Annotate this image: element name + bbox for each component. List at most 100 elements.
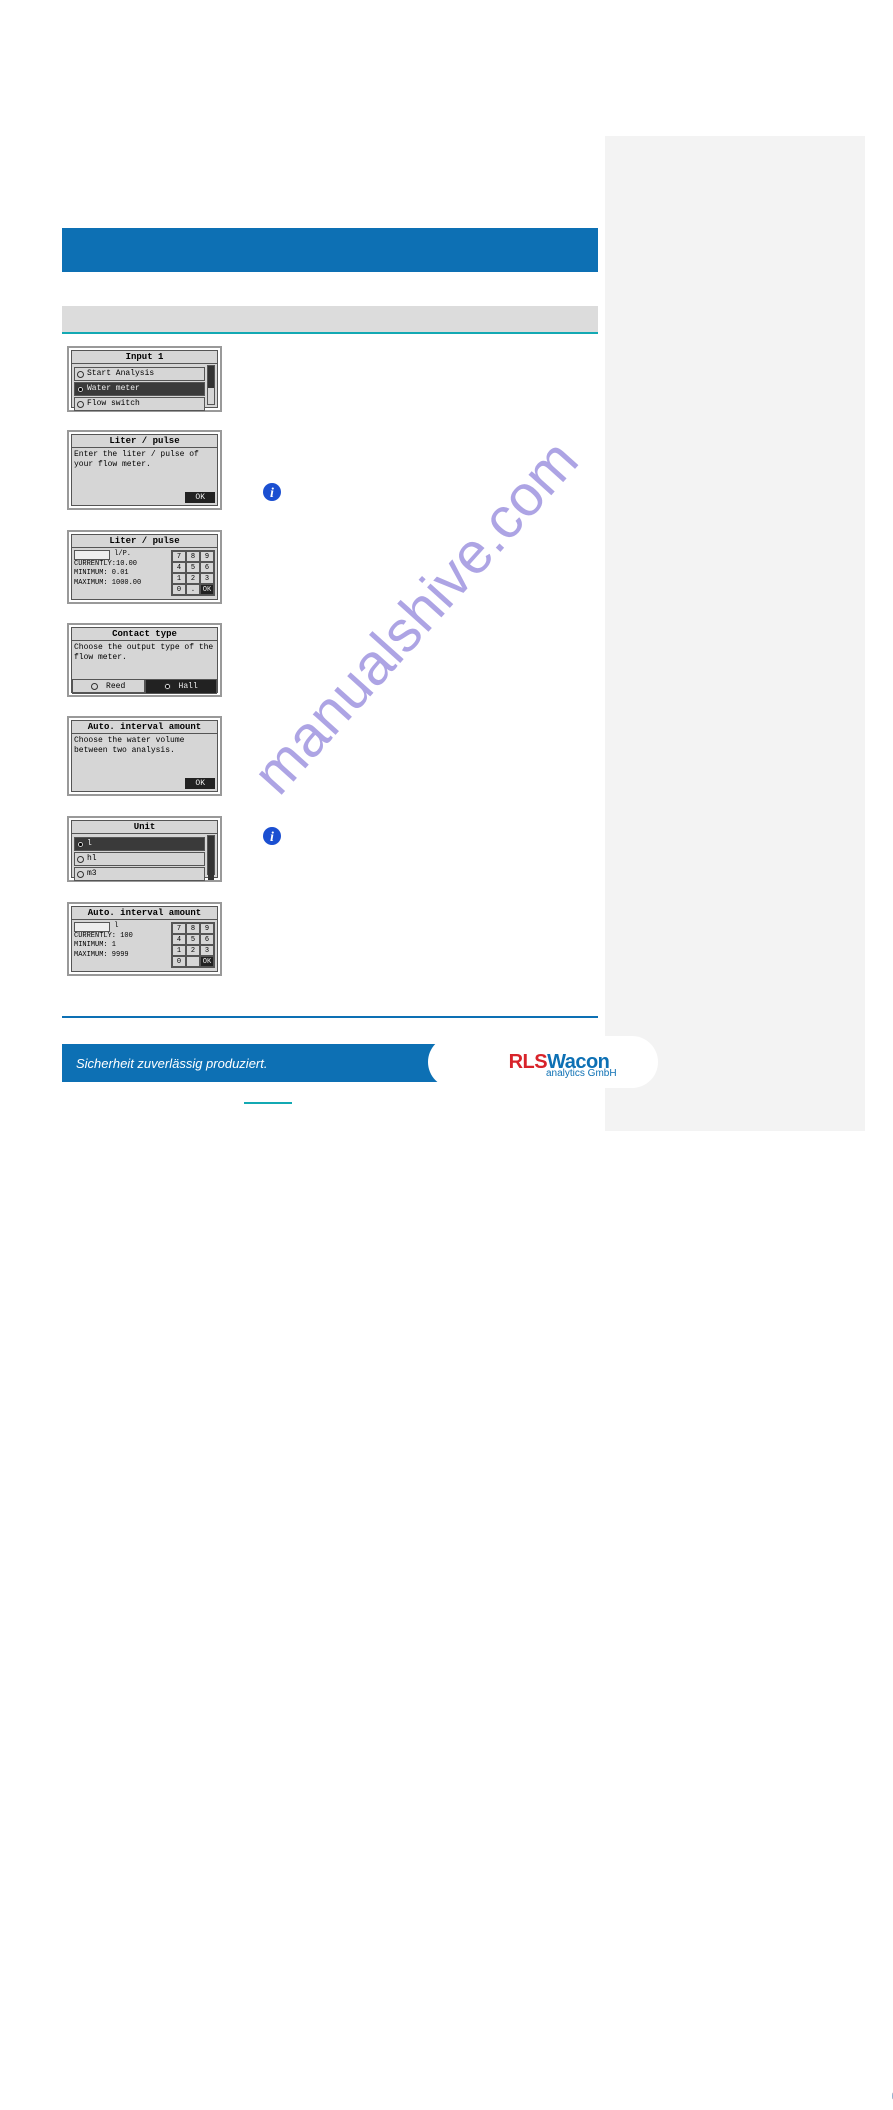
- footer-slogan: Sicherheit zuverlässig produziert.: [76, 1056, 267, 1071]
- screen-title: Input 1: [72, 351, 217, 364]
- scroll-thumb[interactable]: [208, 366, 214, 388]
- list-item-label: Flow switch: [87, 399, 140, 409]
- key-7[interactable]: 7: [172, 551, 186, 562]
- list-item-label: hl: [87, 854, 97, 864]
- info-icon: i: [262, 826, 282, 846]
- key-0[interactable]: 0: [172, 584, 186, 595]
- screen-auto-interval-keypad: Auto. interval amount l CURRENTLY: 100MIN…: [67, 902, 222, 976]
- screen-title: Auto. interval amount: [72, 907, 217, 920]
- right-column: [605, 136, 865, 1131]
- radio-icon: [77, 371, 84, 378]
- scrollbar[interactable]: [207, 365, 215, 405]
- range-line: CURRENTLY:10.00: [74, 560, 137, 568]
- key-4[interactable]: 4: [172, 562, 186, 573]
- logo-subtitle: analytics GmbH: [546, 1068, 617, 1079]
- scroll-thumb[interactable]: [208, 836, 214, 880]
- key-9[interactable]: 9: [200, 551, 214, 562]
- contact-label: Hall: [179, 682, 198, 691]
- radio-icon: [77, 856, 84, 863]
- key-OK[interactable]: OK: [200, 584, 214, 595]
- list-item[interactable]: hl: [74, 852, 205, 866]
- key-6[interactable]: 6: [200, 934, 214, 945]
- radio-icon: [164, 683, 171, 690]
- ok-button[interactable]: OK: [185, 778, 215, 789]
- key-OK[interactable]: OK: [200, 956, 214, 967]
- footer-bar: Sicherheit zuverlässig produziert.: [62, 1044, 462, 1082]
- page-underline: [244, 1102, 292, 1104]
- key-5[interactable]: 5: [186, 934, 200, 945]
- list-item-label: Start Analysis: [87, 369, 154, 379]
- contact-option[interactable]: Hall: [145, 679, 218, 694]
- key-3[interactable]: 3: [200, 573, 214, 584]
- list-item[interactable]: m3: [74, 867, 205, 881]
- screen-title: Contact type: [72, 628, 217, 641]
- radio-icon: [77, 841, 84, 848]
- key-1[interactable]: 1: [172, 573, 186, 584]
- key-7[interactable]: 7: [172, 923, 186, 934]
- screen-title: Liter / pulse: [72, 435, 217, 448]
- key-1[interactable]: 1: [172, 945, 186, 956]
- key-2[interactable]: 2: [186, 573, 200, 584]
- key-4[interactable]: 4: [172, 934, 186, 945]
- screen-unit: Unit l hl m3: [67, 816, 222, 882]
- list-item-label: m3: [87, 869, 97, 879]
- contact-label: Reed: [106, 682, 125, 691]
- keypad-info: l CURRENTLY: 100MINIMUM: 1 MAXIMUM: 9999: [74, 922, 171, 968]
- list-item[interactable]: l: [74, 837, 205, 851]
- keypad-info: l/P. CURRENTLY:10.00MINIMUM: 0.01 MAXIMUM:…: [74, 550, 171, 596]
- key-blank[interactable]: [186, 956, 200, 967]
- radio-icon: [91, 683, 98, 690]
- range-line: MAXIMUM: 9999: [74, 951, 129, 959]
- key-8[interactable]: 8: [186, 551, 200, 562]
- list-item[interactable]: Water meter: [74, 382, 205, 396]
- list-item[interactable]: Start Analysis: [74, 367, 205, 381]
- subheader-bar: [62, 306, 598, 334]
- screen-contact-type: Contact typeChoose the output type of th…: [67, 623, 222, 697]
- message-text: Enter the liter / pulse of your flow met…: [72, 448, 217, 472]
- contact-option[interactable]: Reed: [72, 679, 145, 694]
- list-item-label: Water meter: [87, 384, 140, 394]
- screen-liter-pulse-keypad: Liter / pulse l/P. CURRENTLY:10.00MINIMUM…: [67, 530, 222, 604]
- range-line: MAXIMUM: 1000.00: [74, 579, 141, 587]
- input-field[interactable]: [74, 550, 110, 560]
- logo-rls: RLS: [509, 1051, 548, 1073]
- range-line: MINIMUM: 0.01: [74, 569, 129, 577]
- svg-text:i: i: [270, 830, 274, 845]
- key-8[interactable]: 8: [186, 923, 200, 934]
- screen-title: Liter / pulse: [72, 535, 217, 548]
- screen-liter-pulse-msg: Liter / pulseEnter the liter / pulse of …: [67, 430, 222, 510]
- radio-icon: [77, 401, 84, 408]
- logo: RLSWacon: [440, 1036, 658, 1088]
- scrollbar[interactable]: [207, 835, 215, 875]
- key-3[interactable]: 3: [200, 945, 214, 956]
- radio-icon: [77, 871, 84, 878]
- svg-text:manualshive.com: manualshive.com: [240, 428, 590, 807]
- key-5[interactable]: 5: [186, 562, 200, 573]
- key-0[interactable]: 0: [172, 956, 186, 967]
- message-text: Choose the output type of the flow meter…: [72, 641, 217, 665]
- svg-text:i: i: [270, 486, 274, 501]
- key-2[interactable]: 2: [186, 945, 200, 956]
- keypad: 789 456 123 0.OK: [171, 550, 215, 596]
- radio-icon: [77, 386, 84, 393]
- list-item[interactable]: Flow switch: [74, 397, 205, 411]
- key-6[interactable]: 6: [200, 562, 214, 573]
- screen-auto-interval-msg: Auto. interval amountChoose the water vo…: [67, 716, 222, 796]
- info-icon: i: [262, 482, 282, 502]
- screen-title: Unit: [72, 821, 217, 834]
- footer-line: [62, 1016, 598, 1018]
- range-line: MINIMUM: 1: [74, 941, 116, 949]
- range-line: CURRENTLY: 100: [74, 932, 133, 940]
- header-bar: [62, 228, 598, 272]
- screen-title: Auto. interval amount: [72, 721, 217, 734]
- ok-button[interactable]: OK: [185, 492, 215, 503]
- key-9[interactable]: 9: [200, 923, 214, 934]
- message-text: Choose the water volume between two anal…: [72, 734, 217, 758]
- unit-label: l: [114, 922, 118, 930]
- input-field[interactable]: [74, 922, 110, 932]
- list-item-label: l: [87, 839, 92, 849]
- key-.[interactable]: .: [186, 584, 200, 595]
- unit-label: l/P.: [114, 550, 131, 558]
- keypad: 789 456 123 0 OK: [171, 922, 215, 968]
- screen-input1: Input 1 Start Analysis Water meter Flow swi…: [67, 346, 222, 412]
